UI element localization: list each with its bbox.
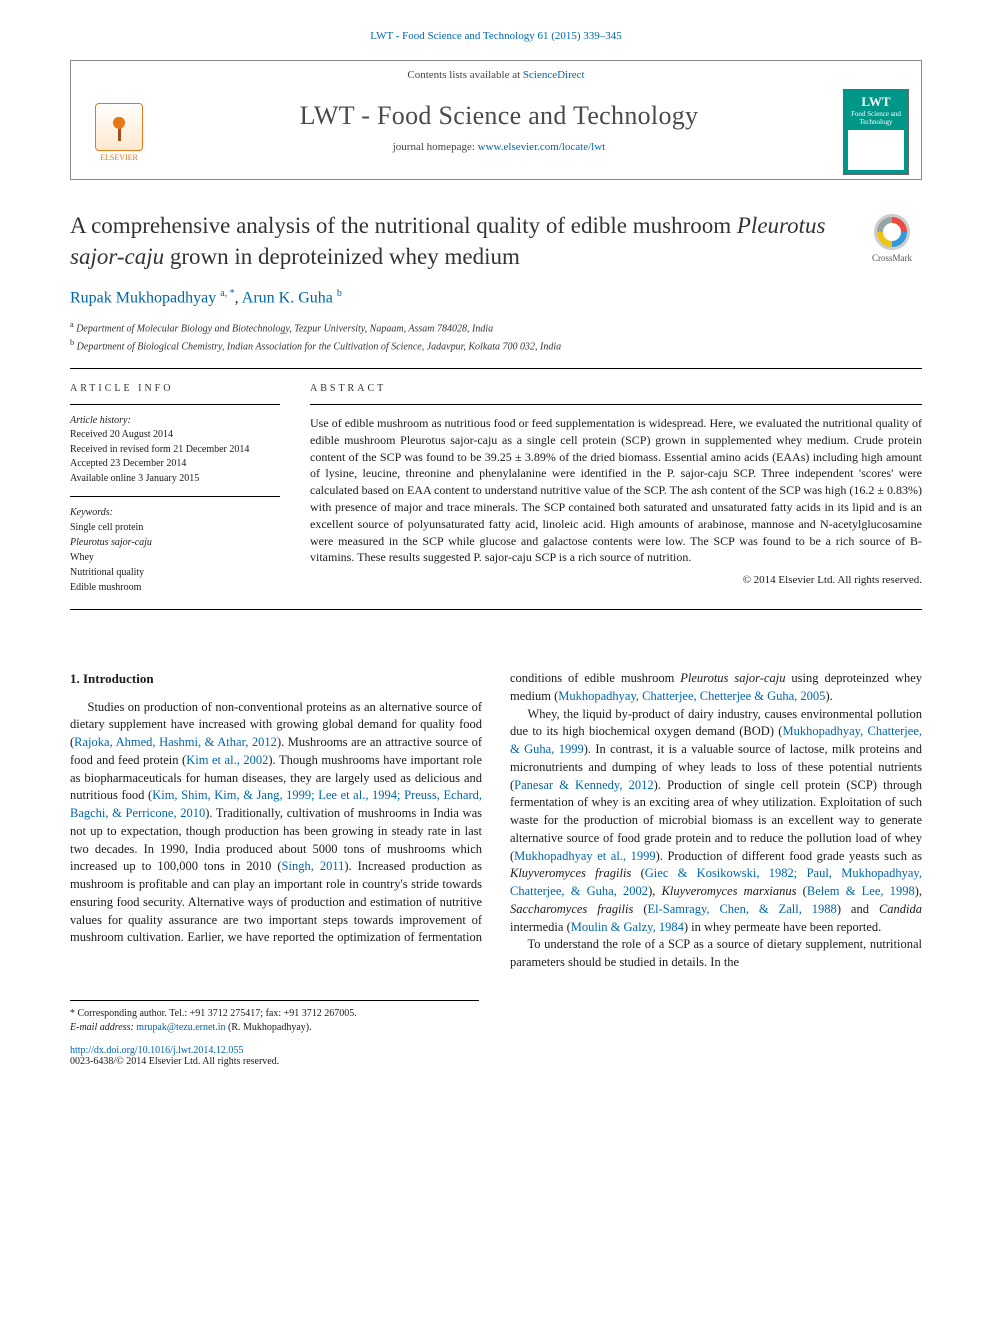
corresponding-footnote: * Corresponding author. Tel.: +91 3712 2… — [70, 1000, 479, 1035]
cover-lwt: LWT — [861, 94, 890, 110]
history-received: Received 20 August 2014 — [70, 428, 280, 443]
journal-cover-thumb: LWT Food Science and Technology — [843, 89, 909, 175]
doi-link[interactable]: http://dx.doi.org/10.1016/j.lwt.2014.12.… — [70, 1045, 243, 1056]
t: ( — [631, 866, 644, 880]
t: ), — [915, 884, 922, 898]
homepage-link[interactable]: www.elsevier.com/locate/lwt — [478, 141, 606, 153]
journal-header: Contents lists available at ScienceDirec… — [70, 60, 922, 180]
author-1-corr: * — [230, 288, 235, 299]
t: ) in whey permeate have been reported. — [684, 920, 881, 934]
abstract-label: abstract — [310, 383, 922, 394]
doi-line: http://dx.doi.org/10.1016/j.lwt.2014.12.… — [70, 1045, 922, 1056]
info-label: article info — [70, 383, 280, 394]
crossmark-label: CrossMark — [872, 253, 912, 263]
elsevier-logo: ELSEVIER — [83, 92, 155, 172]
article-info: article info Article history: Received 2… — [70, 383, 280, 595]
rule-bottom — [70, 609, 922, 610]
species: Kluyveromyces marxianus — [662, 884, 797, 898]
abstract-text: Use of edible mushroom as nutritious foo… — [310, 415, 922, 566]
crossmark-badge[interactable]: CrossMark — [862, 214, 922, 264]
author-2-aff: b — [337, 288, 342, 299]
history-label: Article history: — [70, 415, 280, 426]
ref-rajoka-2012[interactable]: Rajoka, Ahmed, Hashmi, & Athar, 2012 — [74, 735, 277, 749]
article-title: A comprehensive analysis of the nutritio… — [70, 210, 922, 272]
intro-p2: Whey, the liquid by-product of dairy ind… — [510, 706, 922, 937]
title-part2: grown in deproteinized whey medium — [164, 244, 520, 269]
intro-p3: To understand the role of a SCP as a sou… — [510, 936, 922, 972]
authors-line: Rupak Mukhopadhyay a, *, Arun K. Guha b — [70, 288, 922, 307]
affil-a: Department of Molecular Biology and Biot… — [76, 324, 493, 335]
history-online: Available online 3 January 2015 — [70, 472, 280, 487]
ref-kim-2002[interactable]: Kim et al., 2002 — [186, 753, 268, 767]
t: intermedia ( — [510, 920, 571, 934]
author-1-aff: a — [220, 288, 224, 299]
crossmark-icon — [874, 214, 910, 250]
rule-top — [70, 368, 922, 369]
citation-line: LWT - Food Science and Technology 61 (20… — [70, 30, 922, 42]
species: Candida — [879, 902, 922, 916]
kw-5: Edible mushroom — [70, 580, 280, 595]
elsevier-tree-icon — [95, 103, 143, 151]
t: ( — [796, 884, 806, 898]
elsevier-label: ELSEVIER — [100, 153, 138, 162]
corr-email[interactable]: mrupak@tezu.ernet.in — [136, 1022, 225, 1033]
title-part1: A comprehensive analysis of the nutritio… — [70, 213, 737, 238]
t: ) and — [837, 902, 879, 916]
affil-b: Department of Biological Chemistry, Indi… — [77, 341, 562, 352]
ref-moulin-1984[interactable]: Moulin & Galzy, 1984 — [571, 920, 684, 934]
history-accepted: Accepted 23 December 2014 — [70, 457, 280, 472]
kw-1: Single cell protein — [70, 520, 280, 535]
contents-line: Contents lists available at ScienceDirec… — [71, 61, 921, 85]
species: Kluyveromyces fragilis — [510, 866, 631, 880]
t: ), — [648, 884, 662, 898]
sciencedirect-link[interactable]: ScienceDirect — [523, 69, 585, 81]
email-label: E-mail address: — [70, 1022, 136, 1033]
kw-2: Pleurotus sajor-caju — [70, 537, 152, 548]
keywords-label: Keywords: — [70, 507, 280, 518]
ref-elsamragy-1988[interactable]: El-Samragy, Chen, & Zall, 1988 — [647, 902, 836, 916]
corr-line: * Corresponding author. Tel.: +91 3712 2… — [70, 1007, 479, 1021]
contents-prefix: Contents lists available at — [407, 69, 522, 81]
ref-belem-1998[interactable]: Belem & Lee, 1998 — [807, 884, 915, 898]
ref-panesar-2012[interactable]: Panesar & Kennedy, 2012 — [514, 778, 653, 792]
species: Pleurotus sajor-caju — [680, 671, 785, 685]
ref-singh-2011[interactable]: Singh, 2011 — [282, 859, 345, 873]
body-text: 1. Introduction Studies on production of… — [70, 670, 922, 972]
homepage-prefix: journal homepage: — [393, 141, 478, 153]
journal-homepage: journal homepage: www.elsevier.com/locat… — [155, 131, 843, 163]
abstract-copyright: © 2014 Elsevier Ltd. All rights reserved… — [310, 574, 922, 586]
corr-who: (R. Mukhopadhyay). — [225, 1022, 311, 1033]
t: ). — [825, 689, 832, 703]
author-1[interactable]: Rupak Mukhopadhyay — [70, 289, 216, 306]
author-2[interactable]: Arun K. Guha — [242, 289, 333, 306]
abstract: abstract Use of edible mushroom as nutri… — [310, 383, 922, 595]
ref-mukho-1999b[interactable]: Mukhopadhyay et al., 1999 — [514, 849, 655, 863]
journal-title: LWT - Food Science and Technology — [155, 101, 843, 131]
ref-mukho-2005[interactable]: Mukhopadhyay, Chatterjee, Chetterjee & G… — [558, 689, 825, 703]
species: Saccharomyces fragilis — [510, 902, 633, 916]
cover-sub: Food Science and Technology — [848, 110, 904, 126]
kw-4: Nutritional quality — [70, 565, 280, 580]
t: ( — [633, 902, 647, 916]
issn-line: 0023-6438/© 2014 Elsevier Ltd. All right… — [70, 1056, 922, 1067]
affiliations: a Department of Molecular Biology and Bi… — [70, 319, 922, 354]
cover-white — [848, 130, 904, 170]
history-revised: Received in revised form 21 December 201… — [70, 443, 280, 458]
intro-heading: 1. Introduction — [70, 670, 482, 688]
kw-3: Whey — [70, 550, 280, 565]
t: ). Production of different food grade ye… — [656, 849, 922, 863]
